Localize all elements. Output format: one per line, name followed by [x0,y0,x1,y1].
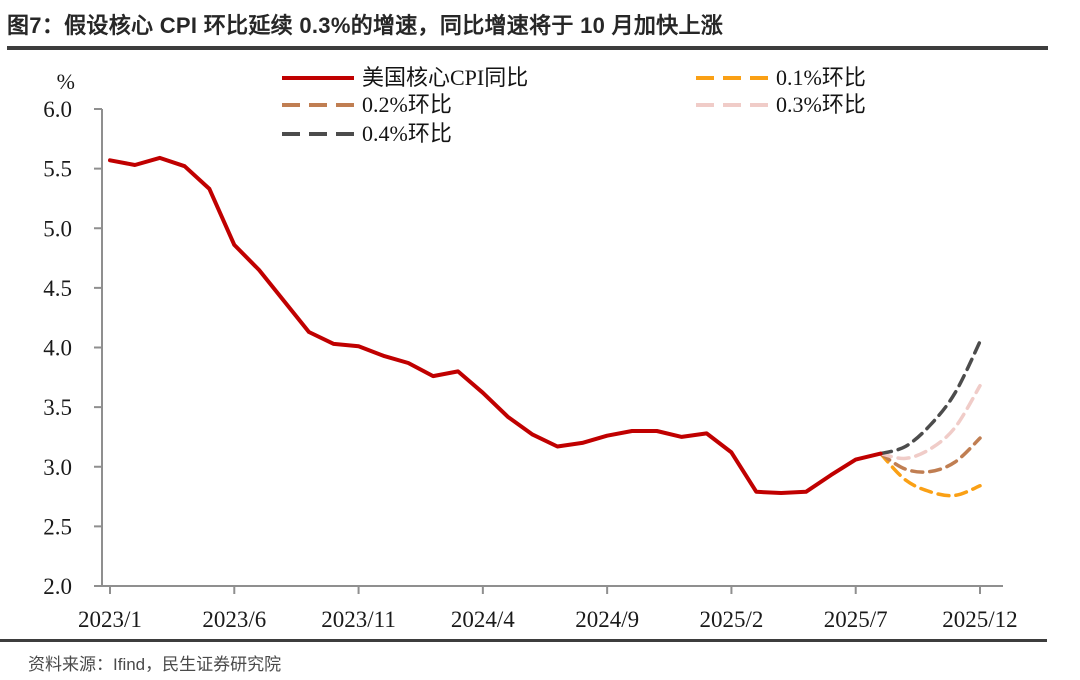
figure-title: 图7：假设核心 CPI 环比延续 0.3%的增速，同比增速将于 10 月加快上涨 [7,8,1048,50]
y-tick-label: 5.0 [43,216,72,241]
y-tick-label: 4.5 [43,276,72,301]
x-tick-label: 2023/6 [202,607,266,632]
series-core-cpi-yoy [108,155,883,495]
x-tick-label: 2024/9 [575,607,639,632]
y-tick-label: 2.0 [43,574,72,599]
source-note: 资料来源：Ifind，民生证券研究院 [28,655,282,674]
series-scenario-0-3pct [878,383,982,461]
y-tick-label: 3.0 [43,455,72,480]
y-tick-label: 3.5 [43,395,72,420]
x-tick-label: 2023/1 [78,607,142,632]
series-scenario-0-4pct [878,339,982,456]
x-tick-label: 2025/2 [699,607,763,632]
x-tick-label: 2024/4 [451,607,515,632]
y-tick-label: 5.5 [43,157,72,182]
series-scenario-0-2pct [878,436,982,474]
y-tick-label: 6.0 [43,97,72,122]
x-tick-label: 2023/11 [321,607,396,632]
series-scenario-0-1pct [878,451,982,498]
y-tick-label: 4.0 [43,336,72,361]
y-axis-unit-label: % [57,69,75,94]
footer-divider [0,639,1047,642]
x-tick-label: 2025/12 [942,607,1017,632]
y-tick-label: 2.5 [43,514,72,539]
x-tick-label: 2025/7 [824,607,888,632]
